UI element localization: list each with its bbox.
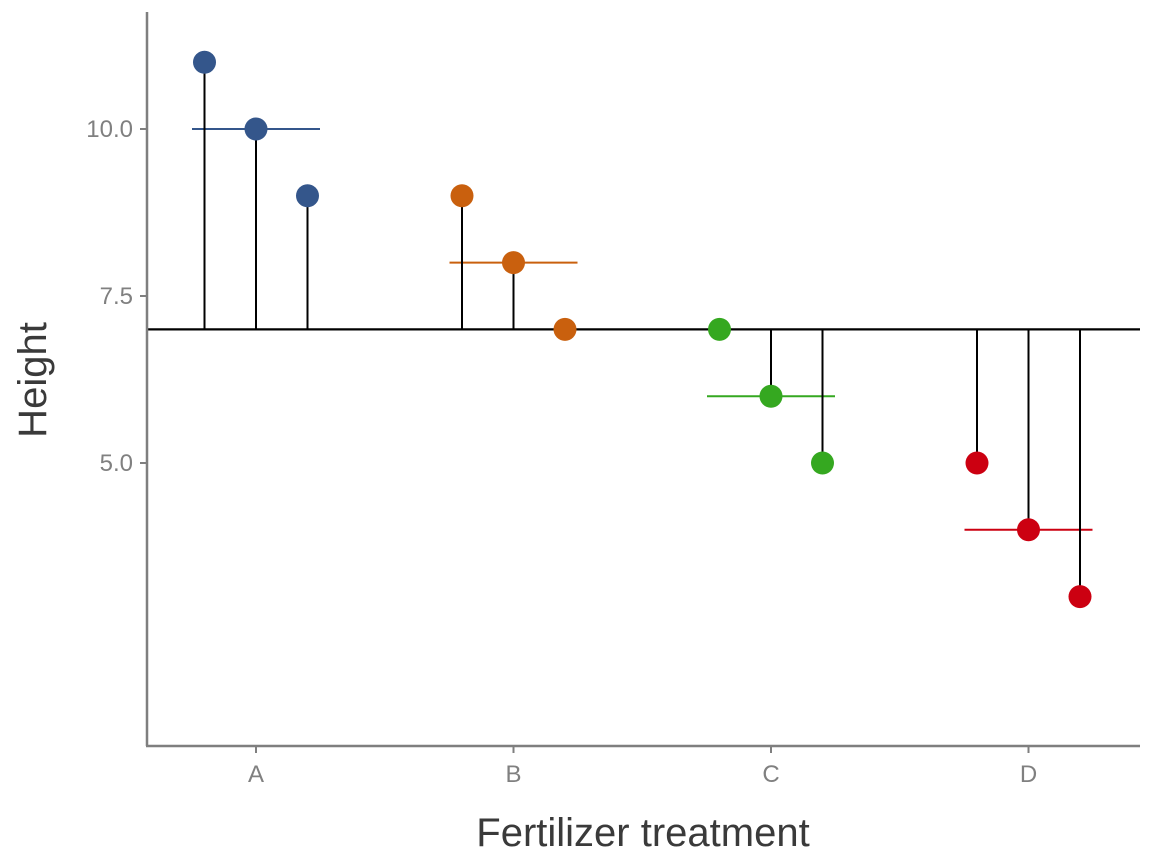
data-point-c: [811, 451, 834, 475]
y-axis-title: Height: [11, 322, 55, 438]
data-point-c: [708, 317, 731, 341]
axes: [145, 12, 1140, 748]
x-ticks: A B C D: [248, 746, 1037, 788]
y-tick-label: 5.0: [100, 450, 133, 477]
data-point-d: [1068, 585, 1092, 609]
x-tick-label: A: [248, 761, 264, 788]
y-tick-label: 10.0: [86, 116, 133, 143]
data-point-b: [502, 251, 525, 275]
data-points: [193, 50, 1092, 609]
data-point-d: [965, 451, 989, 475]
data-point-a: [244, 117, 268, 141]
x-tick-label: D: [1020, 761, 1037, 788]
y-tick-label: 7.5: [100, 283, 133, 310]
data-point-a: [193, 50, 216, 74]
data-point-b: [553, 317, 577, 341]
x-tick-label: B: [505, 761, 521, 788]
x-axis-title: Fertilizer treatment: [476, 811, 809, 855]
data-point-c: [759, 384, 783, 408]
residual-lines: [147, 62, 1140, 597]
x-tick-label: C: [762, 761, 779, 788]
y-ticks: 5.0 7.5 10.0: [86, 116, 147, 477]
data-point-a: [296, 184, 319, 208]
data-point-b: [450, 184, 474, 208]
data-point-d: [1017, 518, 1040, 542]
